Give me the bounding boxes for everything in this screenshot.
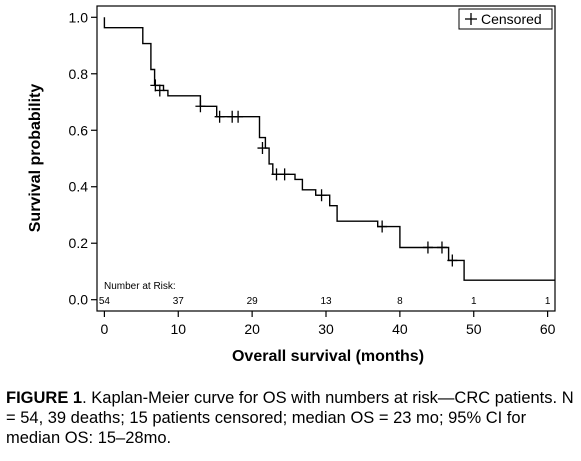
censor-mark — [154, 84, 165, 97]
x-tick-label: 30 — [318, 321, 334, 337]
y-tick-label: 0.8 — [69, 66, 89, 82]
risk-count: 13 — [320, 296, 332, 307]
legend-plus-icon — [465, 13, 477, 25]
x-tick-label: 0 — [100, 321, 108, 337]
y-tick-label: 0.2 — [69, 235, 89, 251]
risk-count: 29 — [247, 296, 259, 307]
censor-mark — [257, 142, 268, 155]
censor-mark — [214, 110, 225, 123]
legend-label: Censored — [481, 11, 542, 27]
figure-caption-text: . Kaplan-Meier curve for OS with numbers… — [6, 389, 574, 447]
risk-count: 1 — [545, 296, 551, 307]
x-tick-label: 20 — [244, 321, 260, 337]
km-chart: 0.0 0.2 0.4 0.6 0.8 1.0 0 10 20 30 40 50 60 Number … — [27, 5, 556, 365]
x-tick-label: 60 — [540, 321, 556, 337]
censor-mark — [422, 241, 433, 254]
censor-mark — [150, 79, 161, 92]
x-tick-label: 10 — [170, 321, 186, 337]
x-tick-label: 50 — [466, 321, 482, 337]
risk-count: 54 — [99, 296, 111, 307]
censor-mark — [316, 189, 327, 202]
survival-curve — [103, 17, 555, 281]
figure-label: FIGURE 1 — [6, 389, 83, 407]
censor-mark — [195, 100, 206, 113]
y-tick-label: 0.4 — [69, 179, 89, 195]
x-axis: 0 10 20 30 40 50 60 — [100, 311, 556, 337]
legend: Censored — [458, 8, 553, 30]
x-axis-label: Overall survival (months) — [232, 348, 424, 365]
risk-count: 37 — [173, 296, 185, 307]
censor-markers — [150, 79, 458, 267]
y-tick-label: 1.0 — [69, 9, 89, 25]
risk-count: 8 — [397, 296, 403, 307]
risk-table: Number at Risk: 54 37 29 13 8 1 1 — [99, 281, 551, 307]
legend-box — [458, 8, 553, 30]
y-axis-label: Survival probability — [27, 84, 44, 233]
plot-frame — [96, 5, 556, 312]
figure-caption: FIGURE 1. Kaplan-Meier curve for OS with… — [6, 388, 578, 448]
y-tick-label: 0.6 — [69, 122, 89, 138]
censor-mark — [447, 254, 458, 267]
censor-mark — [233, 110, 244, 123]
censor-mark — [279, 168, 290, 181]
risk-table-title: Number at Risk: — [104, 281, 176, 292]
risk-count: 1 — [471, 296, 477, 307]
y-tick-label: 0.0 — [69, 292, 89, 308]
censor-mark — [377, 220, 388, 233]
censor-mark — [436, 241, 447, 254]
y-axis: 0.0 0.2 0.4 0.6 0.8 1.0 — [69, 9, 97, 308]
x-tick-label: 40 — [392, 321, 408, 337]
